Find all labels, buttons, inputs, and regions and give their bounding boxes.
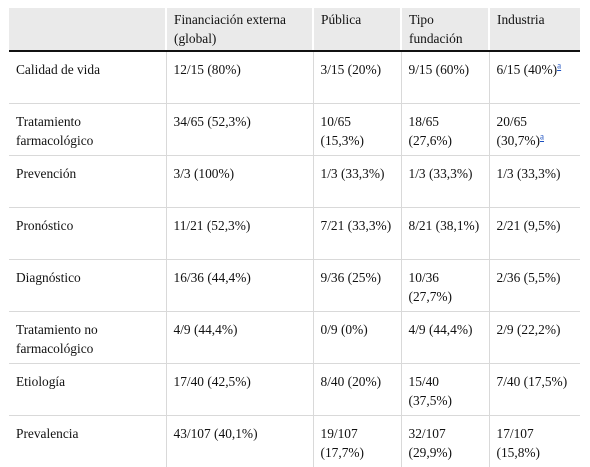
cell-financiacion-externa: 34/65 (52,3%): [166, 104, 313, 156]
cell-value: 10/65 (15,3%): [321, 114, 365, 148]
header-cell-publica: Pública: [313, 8, 401, 51]
cell-financiacion-externa: 12/15 (80%): [166, 51, 313, 104]
row-label: Diagnóstico: [9, 260, 166, 312]
cell-value: 17/40 (42,5%): [174, 374, 251, 389]
footnote-link[interactable]: a: [557, 61, 561, 71]
cell-tipo-fundacion: 9/15 (60%): [401, 51, 489, 104]
cell-value: 1/3 (33,3%): [409, 166, 473, 181]
cell-publica: 9/36 (25%): [313, 260, 401, 312]
cell-financiacion-externa: 43/107 (40,1%): [166, 416, 313, 467]
cell-value: 18/65 (27,6%): [409, 114, 453, 148]
cell-industria: 7/40 (17,5%): [489, 364, 580, 416]
cell-value: 6/15 (40%): [497, 62, 558, 77]
cell-publica: 7/21 (33,3%): [313, 208, 401, 260]
row-label: Prevalencia: [9, 416, 166, 467]
cell-value: 20/65 (30,7%): [497, 114, 541, 148]
cell-value: 3/15 (20%): [321, 62, 382, 77]
cell-value: 15/40 (37,5%): [409, 374, 453, 408]
cell-tipo-fundacion: 10/36 (27,7%): [401, 260, 489, 312]
cell-value: 2/36 (5,5%): [497, 270, 561, 285]
cell-industria: 1/3 (33,3%): [489, 156, 580, 208]
row-label: Tratamiento farmacológico: [9, 104, 166, 156]
cell-tipo-fundacion: 32/107 (29,9%): [401, 416, 489, 467]
cell-value: 16/36 (44,4%): [174, 270, 251, 285]
cell-value: 11/21 (52,3%): [174, 218, 251, 233]
cell-industria: 2/36 (5,5%): [489, 260, 580, 312]
cell-publica: 3/15 (20%): [313, 51, 401, 104]
table-row: Etiología 17/40 (42,5%) 8/40 (20%) 15/40 (3…: [9, 364, 580, 416]
cell-publica: 10/65 (15,3%): [313, 104, 401, 156]
cell-value: 12/15 (80%): [174, 62, 241, 77]
cell-value: 8/40 (20%): [321, 374, 382, 389]
table-row: Calidad de vida 12/15 (80%) 3/15 (20%) 9/15…: [9, 51, 580, 104]
cell-value: 3/3 (100%): [174, 166, 235, 181]
cell-publica: 0/9 (0%): [313, 312, 401, 364]
footnote-link[interactable]: a: [540, 132, 544, 142]
cell-value: 1/3 (33,3%): [497, 166, 561, 181]
table-body: Calidad de vida 12/15 (80%) 3/15 (20%) 9/15…: [9, 51, 580, 467]
cell-tipo-fundacion: 18/65 (27,6%): [401, 104, 489, 156]
cell-value: 9/15 (60%): [409, 62, 470, 77]
cell-value: 7/40 (17,5%): [497, 374, 568, 389]
cell-tipo-fundacion: 4/9 (44,4%): [401, 312, 489, 364]
cell-value: 32/107 (29,9%): [409, 426, 453, 460]
row-label: Pronóstico: [9, 208, 166, 260]
cell-value: 9/36 (25%): [321, 270, 382, 285]
cell-value: 0/9 (0%): [321, 322, 368, 337]
cell-tipo-fundacion: 1/3 (33,3%): [401, 156, 489, 208]
cell-financiacion-externa: 3/3 (100%): [166, 156, 313, 208]
cell-value: 2/9 (22,2%): [497, 322, 561, 337]
table-row: Diagnóstico 16/36 (44,4%) 9/36 (25%) 10/36 …: [9, 260, 580, 312]
header-cell-industria: Industria: [489, 8, 580, 51]
header-cell-financiacion-externa: Financiación externa (global): [166, 8, 313, 51]
cell-value: 2/21 (9,5%): [497, 218, 561, 233]
cell-value: 17/107 (15,8%): [497, 426, 541, 460]
row-label: Etiología: [9, 364, 166, 416]
table-row: Tratamiento no farmacológico 4/9 (44,4%) 0…: [9, 312, 580, 364]
cell-value: 4/9 (44,4%): [409, 322, 473, 337]
row-label: Tratamiento no farmacológico: [9, 312, 166, 364]
table-row: Tratamiento farmacológico 34/65 (52,3%) 10…: [9, 104, 580, 156]
table-row: Prevalencia 43/107 (40,1%) 19/107 (17,7%) 3…: [9, 416, 580, 467]
cell-financiacion-externa: 17/40 (42,5%): [166, 364, 313, 416]
cell-industria: 6/15 (40%)a: [489, 51, 580, 104]
cell-industria: 17/107 (15,8%): [489, 416, 580, 467]
cell-value: 4/9 (44,4%): [174, 322, 238, 337]
cell-financiacion-externa: 11/21 (52,3%): [166, 208, 313, 260]
cell-value: 10/36 (27,7%): [409, 270, 453, 304]
cell-industria: 20/65 (30,7%)a: [489, 104, 580, 156]
cell-publica: 8/40 (20%): [313, 364, 401, 416]
cell-industria: 2/21 (9,5%): [489, 208, 580, 260]
cell-industria: 2/9 (22,2%): [489, 312, 580, 364]
cell-value: 34/65 (52,3%): [174, 114, 251, 129]
cell-value: 8/21 (38,1%): [409, 218, 480, 233]
cell-value: 1/3 (33,3%): [321, 166, 385, 181]
header-row: Financiación externa (global) Pública Ti…: [9, 8, 580, 51]
row-label: Calidad de vida: [9, 51, 166, 104]
cell-financiacion-externa: 4/9 (44,4%): [166, 312, 313, 364]
table-row: Prevención 3/3 (100%) 1/3 (33,3%) 1/3 (33,3…: [9, 156, 580, 208]
cell-financiacion-externa: 16/36 (44,4%): [166, 260, 313, 312]
table-row: Pronóstico 11/21 (52,3%) 7/21 (33,3%) 8/21 …: [9, 208, 580, 260]
header-cell-tipo-fundacion: Tipo fundación: [401, 8, 489, 51]
cell-publica: 19/107 (17,7%): [313, 416, 401, 467]
row-label: Prevención: [9, 156, 166, 208]
cell-value: 7/21 (33,3%): [321, 218, 392, 233]
data-table: Financiación externa (global) Pública Ti…: [9, 8, 580, 467]
header-cell-empty: [9, 8, 166, 51]
cell-value: 43/107 (40,1%): [174, 426, 258, 441]
cell-tipo-fundacion: 8/21 (38,1%): [401, 208, 489, 260]
cell-tipo-fundacion: 15/40 (37,5%): [401, 364, 489, 416]
cell-value: 19/107 (17,7%): [321, 426, 365, 460]
cell-publica: 1/3 (33,3%): [313, 156, 401, 208]
